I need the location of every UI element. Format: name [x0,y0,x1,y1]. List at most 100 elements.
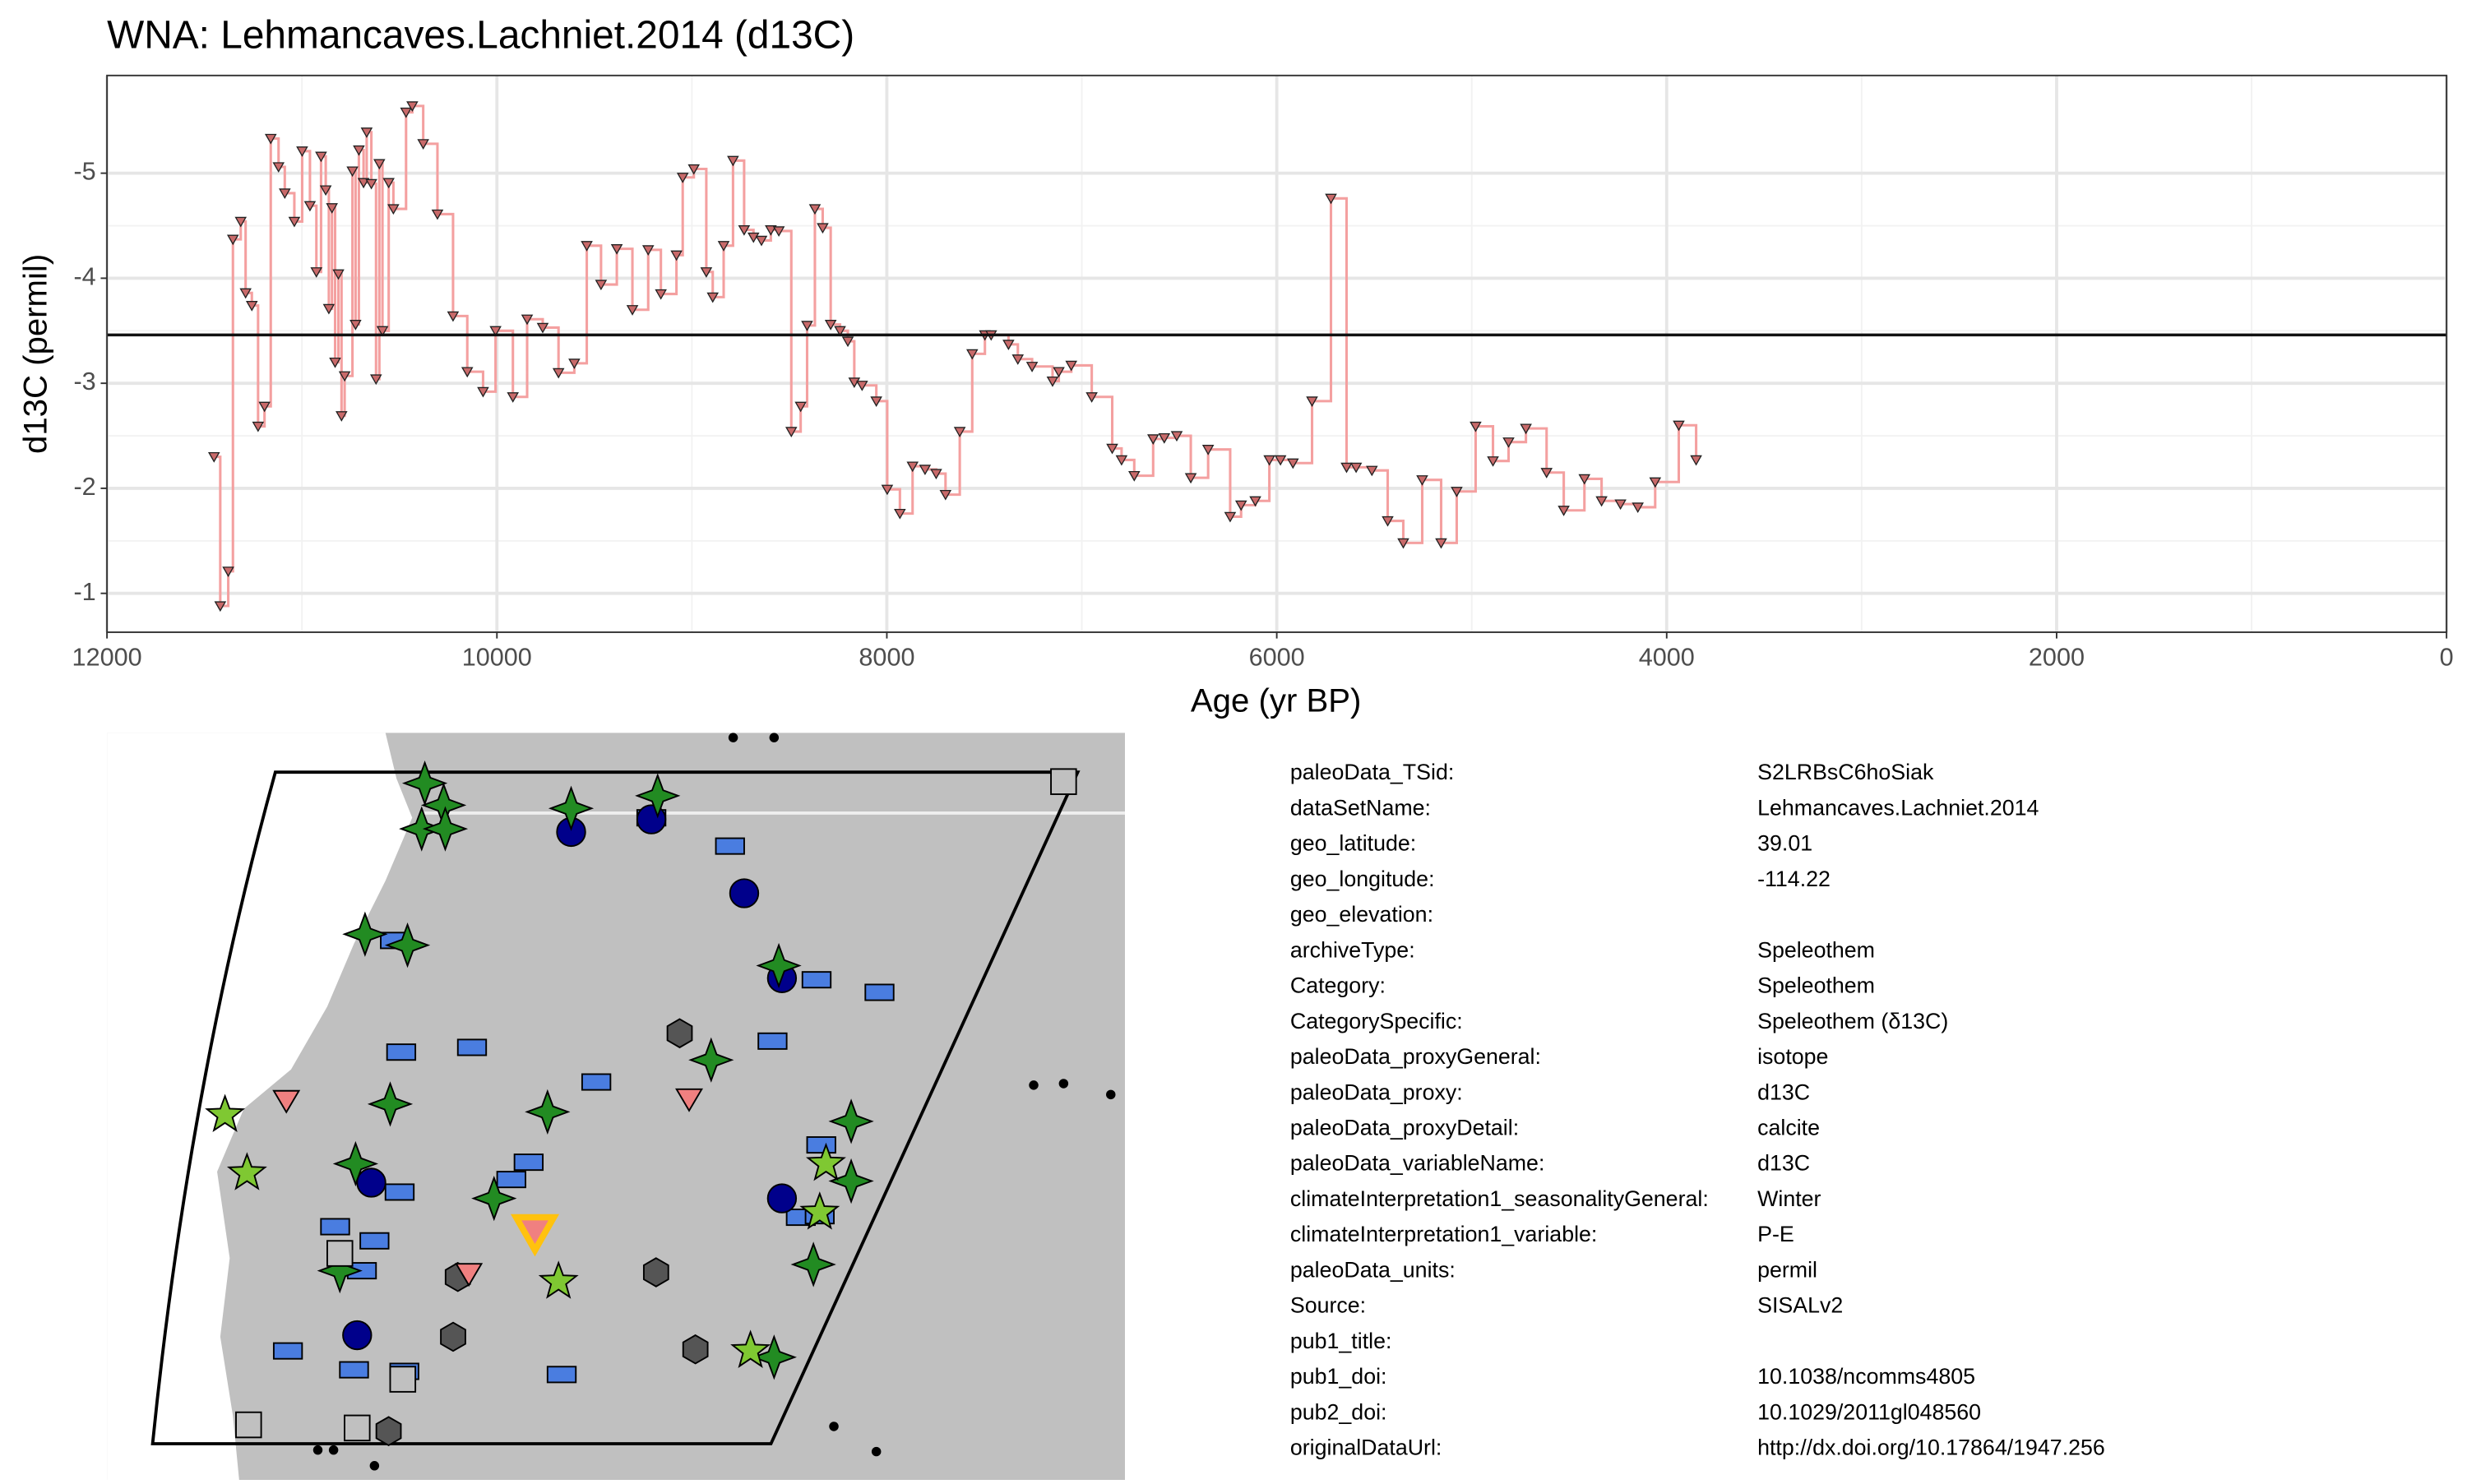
metadata-value: permil [1757,1257,1817,1282]
data-marker [296,146,308,157]
metadata-key: archiveType: [1290,937,1415,962]
data-marker [507,392,519,403]
metadata-value: isotope [1757,1044,1828,1069]
metadata-value: SISALv2 [1757,1293,1843,1318]
x-tick-label: 4000 [1639,644,1695,672]
data-marker [332,269,345,280]
data-marker [808,204,822,215]
data-marker [568,358,581,369]
x-axis-label: Age (yr BP) [1191,682,1362,719]
metadata-value: d13C [1757,1079,1810,1104]
data-marker [794,401,807,413]
site-marker [730,1329,771,1368]
site-marker [757,1032,788,1050]
data-marker [1673,420,1685,432]
data-marker [272,162,285,173]
metadata-key: pub1_doi: [1290,1364,1387,1389]
data-marker [346,166,359,178]
data-marker [1557,506,1570,516]
data-marker [1011,354,1025,365]
data-marker [1540,468,1553,478]
site-marker [235,1411,262,1439]
metadata-key: paleoData_proxyGeneral: [1290,1044,1541,1069]
site-marker [828,1098,874,1144]
data-marker [336,411,348,422]
metadata-value: 39.01 [1757,831,1812,856]
metadata-key: dataSetName: [1290,795,1431,820]
site-marker [513,1153,544,1172]
data-marker [966,349,979,360]
data-marker [641,245,655,256]
metadata-key: paleoData_variableName: [1290,1151,1545,1176]
data-marker [1349,462,1363,474]
data-marker [856,381,868,391]
site-marker [525,1089,571,1135]
metadata-key: CategorySpecific: [1290,1009,1463,1033]
site-marker [317,1247,363,1294]
metadata-key: paleoData_proxy: [1290,1079,1463,1104]
data-marker [1002,340,1015,350]
site-marker [806,1136,836,1154]
metadata-key: paleoData_units: [1290,1257,1456,1282]
data-marker [400,107,413,118]
data-marker [1106,443,1118,455]
data-marker [801,321,813,331]
site-marker [496,1171,526,1189]
data-marker [953,427,966,438]
site-marker [636,804,667,834]
data-marker [258,401,271,413]
data-marker [222,566,234,577]
y-tick-label: -1 [74,578,96,606]
data-marker [772,226,785,237]
site-marker [399,806,445,852]
map-region [150,770,1081,1445]
data-marker [552,368,565,379]
site-marker [715,837,745,855]
site-marker [729,878,760,908]
site-marker [538,1260,579,1299]
data-marker [930,469,942,480]
map-dot [1058,1079,1069,1089]
data-marker [1325,193,1337,205]
data-marker [919,465,932,476]
data-marker [1201,445,1215,455]
y-tick-label: -5 [74,158,96,186]
data-marker [1649,477,1662,488]
site-marker [635,773,681,819]
x-tick-label: 0 [2440,644,2454,672]
data-marker [1397,538,1409,549]
data-marker [245,300,258,312]
data-marker [1184,473,1197,484]
site-marker [455,1263,484,1288]
data-marker [738,224,751,236]
map-ocean [107,733,413,1480]
data-marker [881,484,894,496]
data-marker [727,155,739,167]
data-marker [365,178,377,190]
site-marker [688,1037,734,1083]
metadata-key: climateInterpretation1_variable: [1290,1222,1597,1246]
site-marker [828,1158,874,1204]
data-marker [1065,360,1078,372]
data-marker [1520,423,1532,435]
data-marker [1502,437,1515,448]
data-marker [357,178,370,189]
data-marker [676,173,689,183]
data-marker [1470,421,1482,432]
data-marker [1595,496,1608,507]
site-marker [359,1232,390,1250]
data-marker [755,235,768,247]
site-marker [401,760,448,807]
data-marker [360,127,373,138]
map-dot [728,733,738,742]
data-marker [1147,434,1159,445]
x-tick-label: 10000 [462,644,532,672]
data-marker [655,289,667,300]
data-marker [326,203,338,214]
x-tick-label: 12000 [72,644,142,672]
data-marker [1578,474,1591,485]
metadata-value: Speleothem [1757,937,1875,962]
metadata-value: Winter [1757,1186,1821,1211]
